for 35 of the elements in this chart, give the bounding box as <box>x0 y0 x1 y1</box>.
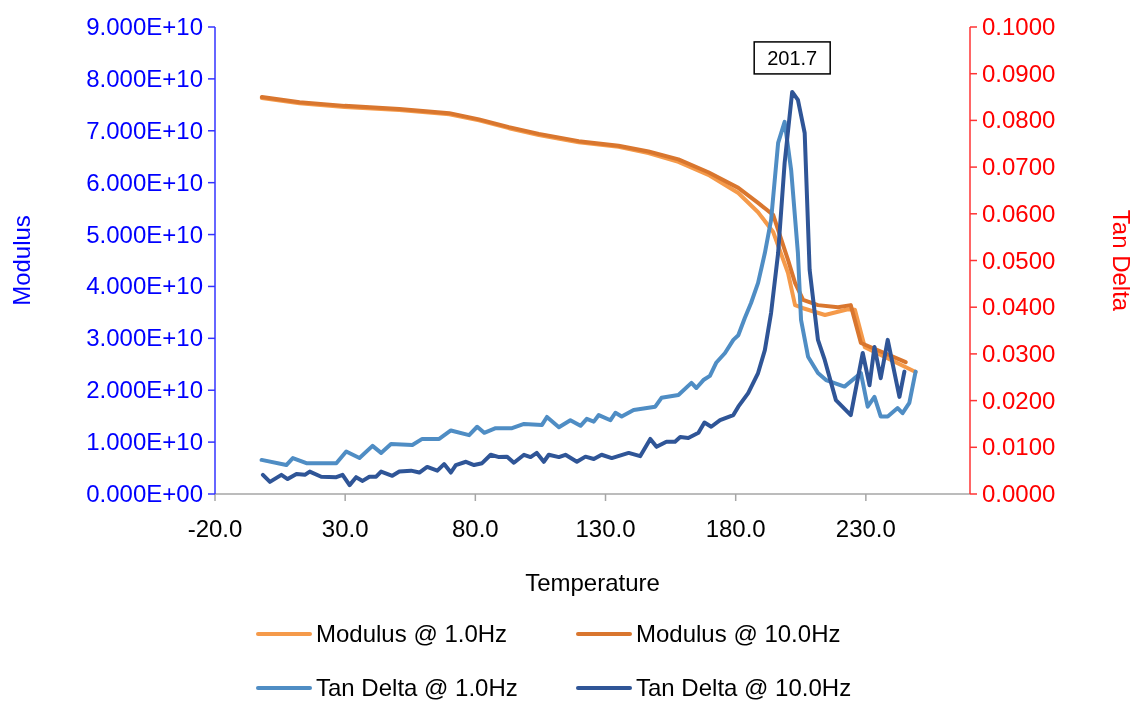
y2-tick-label: 0.0900 <box>982 59 1056 87</box>
x-tick-label: 130.0 <box>575 515 636 542</box>
y-tick-label: 9.000E+10 <box>86 13 203 40</box>
y-tick-label: 1.000E+10 <box>86 428 203 456</box>
y2-tick-label: 0.0300 <box>982 339 1056 367</box>
y-tick-label: 5.000E+10 <box>86 220 203 248</box>
legend-label: Tan Delta @ 10.0Hz <box>636 674 852 701</box>
y2-tick-label: 0.0600 <box>982 199 1056 227</box>
y2-tick-label: 0.0100 <box>982 433 1056 461</box>
legend-label: Modulus @ 10.0Hz <box>636 620 841 647</box>
y-tick-label: 4.000E+10 <box>86 272 203 300</box>
x-tick-label: 80.0 <box>451 515 499 542</box>
y-tick-label: 2.000E+10 <box>86 376 203 404</box>
y2-tick-label: 0.1000 <box>982 13 1056 40</box>
legend-label: Tan Delta @ 1.0Hz <box>316 674 518 701</box>
x-tick-label: 30.0 <box>321 515 369 542</box>
annotation: 201.7 <box>767 46 818 69</box>
x-axis-title: Temperature <box>525 569 660 596</box>
y2-tick-label: 0.0500 <box>982 246 1056 274</box>
x-tick-label: 180.0 <box>705 515 766 542</box>
y-tick-label: 6.000E+10 <box>86 168 203 196</box>
y-tick-label: 8.000E+10 <box>86 64 203 92</box>
y2-tick-label: 0.0700 <box>982 153 1056 181</box>
y2-tick-label: 0.0400 <box>982 293 1056 321</box>
y-tick-label: 7.000E+10 <box>86 116 203 144</box>
x-tick-label: -20.0 <box>187 515 243 542</box>
legend-label: Modulus @ 1.0Hz <box>316 620 508 647</box>
y2-tick-label: 0.0800 <box>982 106 1056 134</box>
y2-tick-label: 0.0000 <box>982 480 1056 507</box>
y-tick-label: 0.000E+00 <box>86 480 203 507</box>
y2-tick-label: 0.0200 <box>982 386 1056 414</box>
y2-axis-title: Tan Delta <box>1108 209 1131 312</box>
y-tick-label: 3.000E+10 <box>86 324 203 352</box>
x-tick-label: 230.0 <box>835 515 896 542</box>
y-axis-title: Modulus <box>8 215 35 306</box>
